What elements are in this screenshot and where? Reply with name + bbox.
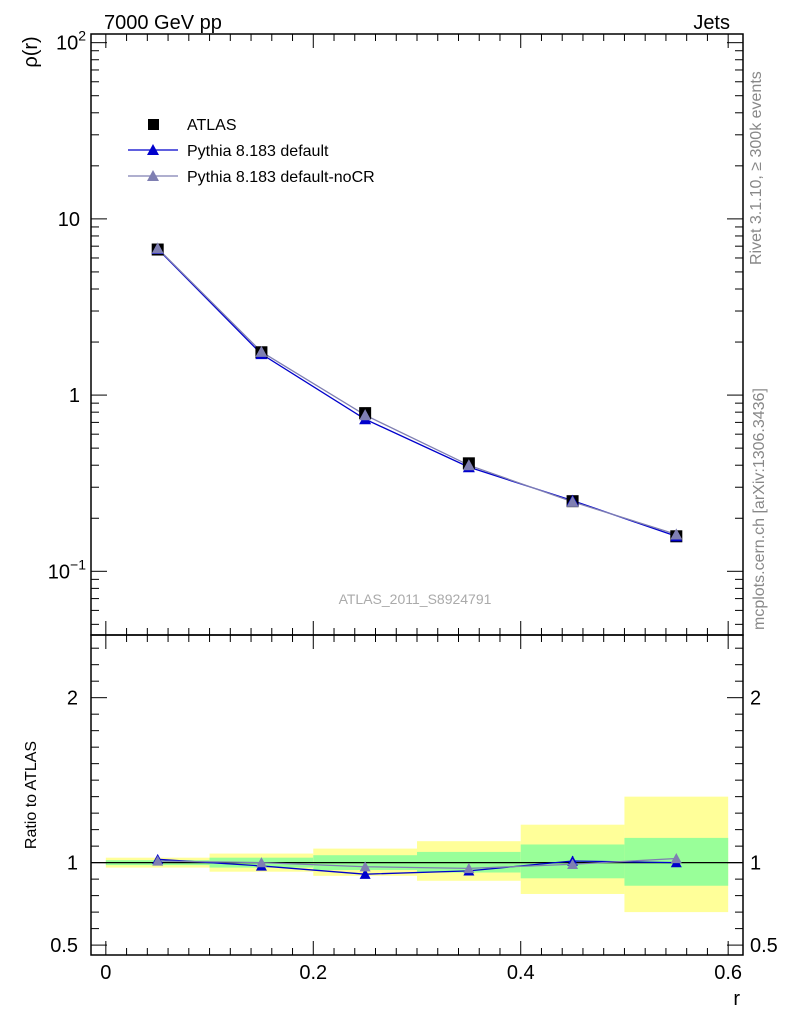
main-point-pythia-nocr [462,459,475,471]
ratio-y-tick-label-left: 1 [67,853,78,875]
main-y-tick-label: 10 [58,209,80,231]
main-y-tick-label: 10−1 [48,556,86,583]
ratio-point-pythia-nocr [670,853,682,864]
main-y-axis-label: ρ(r) [20,36,42,67]
legend-marker-pythia-default [147,144,159,155]
main-line-pythia-nocr [157,247,677,536]
legend-label-atlas: ATLAS [187,117,237,134]
ratio-point-pythia-nocr [152,855,164,866]
main-point-pythia-nocr [670,528,683,540]
ratio-y-tick-label-left: 0.5 [50,935,78,957]
ratio-line-pythia-default [157,858,677,875]
main-line-pythia-default [157,248,677,537]
main-y-tick-label: 102 [56,28,86,55]
main-point-pythia-nocr [255,345,268,357]
ratio-point-pythia-nocr [359,861,371,872]
legend-label-pythia-nocr: Pythia 8.183 default-noCR [187,169,375,186]
main-point-pythia-nocr [566,495,579,507]
x-tick-label: 0.6 [714,962,742,984]
header-right: Jets [693,12,730,34]
ratio-y-axis-label: Ratio to ATLAS [23,741,40,849]
ratio-point-pythia-nocr [463,862,475,874]
legend-marker-pythia-nocr [147,170,159,181]
main-point-pythia-nocr [151,242,164,254]
main-y-tick-label: 1 [69,385,80,407]
ratio-point-pythia-nocr [255,857,267,868]
ratio-y-tick-label-right: 0.5 [750,935,778,957]
source-label: mcplots.cern.ch [arXiv:1306.3436] [751,388,768,630]
header-left: 7000 GeV pp [104,12,222,34]
legend: ATLAS Pythia 8.183 default Pythia 8.183 … [128,117,375,186]
legend-label-pythia-default: Pythia 8.183 default [187,143,329,160]
ratio-line-pythia-nocr [157,857,677,870]
x-tick-label: 0 [100,962,111,984]
x-tick-label: 0.4 [507,962,535,984]
ratio-y-tick-label-left: 2 [67,688,78,710]
main-point-pythia-nocr [359,409,372,421]
x-tick-label: 0.2 [299,962,327,984]
main-plot: ATLAS_2011_S8924791 10−1 1 10 102 ρ(r) [20,28,744,636]
legend-marker-atlas [148,119,159,130]
rivet-label: Rivet 3.1.10, ≥ 300k events [748,71,765,265]
ratio-point-pythia-default [359,868,371,879]
analysis-watermark: ATLAS_2011_S8924791 [339,591,492,607]
ratio-y-tick-label-right: 1 [750,853,761,875]
ratio-point-pythia-nocr [567,858,579,869]
ratio-plot: 0.5 0.5 1 1 2 2 Ratio to ATLAS [23,634,778,957]
x-axis-label: r [733,988,740,1010]
ratio-y-tick-label-right: 2 [750,688,761,710]
